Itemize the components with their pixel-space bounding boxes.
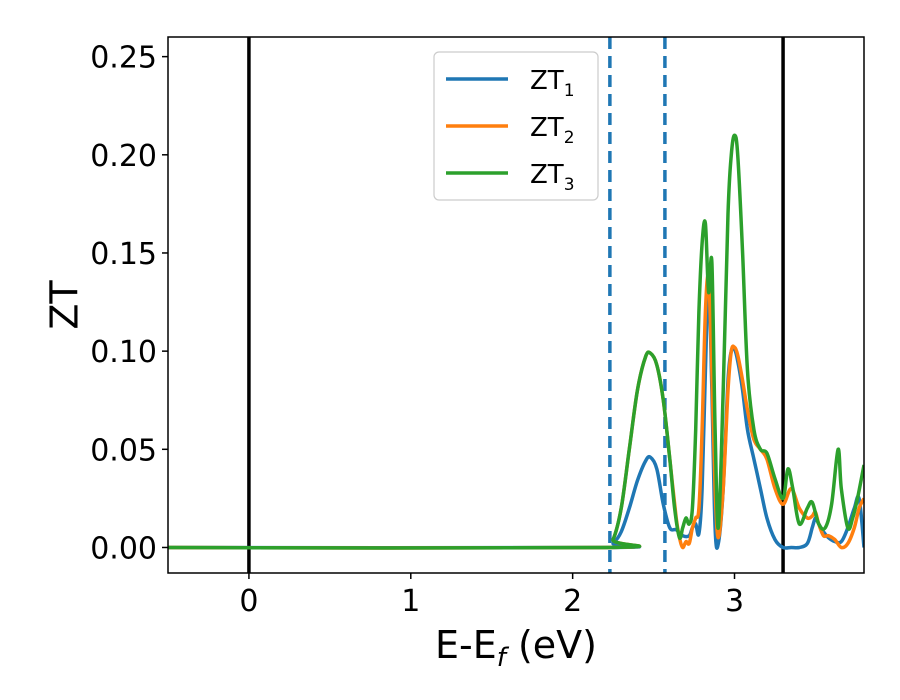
x-axis-label: E-Ef (eV) xyxy=(435,623,597,673)
y-tick-label: 0.10 xyxy=(90,335,157,370)
x-tick-label: 1 xyxy=(401,584,420,619)
series-line-zt3 xyxy=(168,133,864,550)
series-line-zt1 xyxy=(168,280,864,550)
legend-frame xyxy=(433,51,599,201)
legend: ZT1 ZT2 ZT3 xyxy=(433,51,599,201)
y-tick-label: 0.00 xyxy=(90,531,157,566)
plot-area xyxy=(168,37,864,573)
series-line-zt2 xyxy=(168,274,864,550)
y-tick-label: 0.15 xyxy=(90,237,157,272)
plot-frame xyxy=(167,36,865,574)
y-tick-label: 0.05 xyxy=(90,433,157,468)
x-axis-label-main: E-E xyxy=(435,623,497,667)
x-axis: 0 1 2 3 xyxy=(239,573,744,619)
legend-label-zt2: ZT2 xyxy=(530,113,575,148)
y-tick-label: 0.20 xyxy=(90,139,157,174)
y-axis: 0.00 0.05 0.10 0.15 0.20 0.25 xyxy=(90,41,168,566)
x-tick-label: 0 xyxy=(239,584,258,619)
y-tick-label: 0.25 xyxy=(90,41,157,76)
x-tick-label: 3 xyxy=(725,584,744,619)
legend-label-zt3: ZT3 xyxy=(530,160,575,195)
y-axis-label: ZT xyxy=(43,280,87,330)
x-tick-label: 2 xyxy=(563,584,582,619)
x-axis-label-unit: (eV) xyxy=(506,623,597,667)
legend-label-zt1: ZT1 xyxy=(530,66,575,101)
